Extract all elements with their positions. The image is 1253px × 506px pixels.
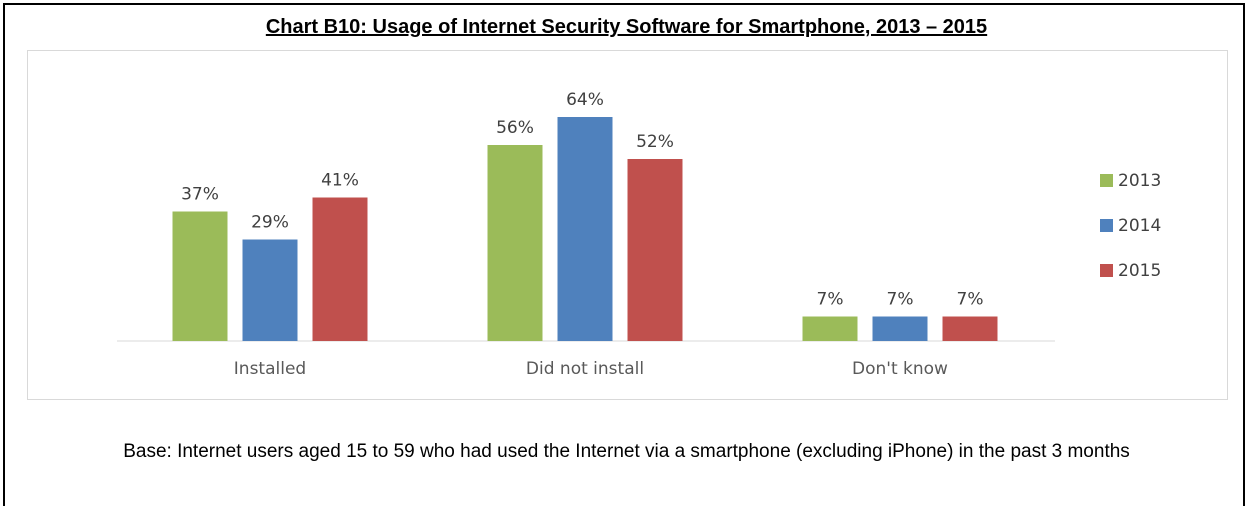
bars-group: [172, 117, 998, 341]
frame-right-border: [1243, 3, 1245, 506]
bar-2015-0: [312, 197, 368, 341]
data-label-2013-1: 56%: [496, 118, 534, 138]
legend-label-2013: 2013: [1118, 171, 1161, 191]
frame-left-border: [3, 3, 5, 506]
category-label-0: Installed: [234, 359, 306, 379]
legend-swatch-2013: [1100, 174, 1113, 187]
footnote: Base: Internet users aged 15 to 59 who h…: [123, 441, 1130, 462]
bar-2013-0: [172, 211, 228, 341]
chart-title: Chart B10: Usage of Internet Security So…: [265, 16, 988, 38]
bar-2013-2: [802, 316, 858, 341]
frame-top-border: [3, 3, 1245, 5]
bar-2014-2: [872, 316, 928, 341]
data-label-2015-1: 52%: [636, 132, 674, 152]
data-label-2014-1: 64%: [566, 90, 604, 110]
data-label-2013-0: 37%: [181, 185, 219, 205]
legend-swatch-2014: [1100, 219, 1113, 232]
legend-swatch-2015: [1100, 264, 1113, 277]
data-labels-group: 37% 29% 41% 56% 64% 52% 7% 7% 7%: [181, 90, 983, 310]
category-labels-group: Installed Did not install Don't know: [234, 359, 948, 379]
category-label-2: Don't know: [852, 359, 948, 379]
bar-2015-1: [627, 159, 683, 341]
data-label-2015-0: 41%: [321, 171, 359, 191]
bar-2014-0: [242, 239, 298, 341]
bar-2013-1: [487, 145, 543, 341]
bar-2014-1: [557, 117, 613, 341]
data-label-2014-2: 7%: [887, 290, 914, 310]
data-label-2014-0: 29%: [251, 213, 289, 233]
category-label-1: Did not install: [526, 359, 644, 379]
legend-label-2015: 2015: [1118, 261, 1161, 281]
data-label-2015-2: 7%: [957, 290, 984, 310]
bar-2015-2: [942, 316, 998, 341]
data-label-2013-2: 7%: [817, 290, 844, 310]
legend: 2013 2014 2015: [1100, 171, 1161, 281]
legend-label-2014: 2014: [1118, 216, 1161, 236]
